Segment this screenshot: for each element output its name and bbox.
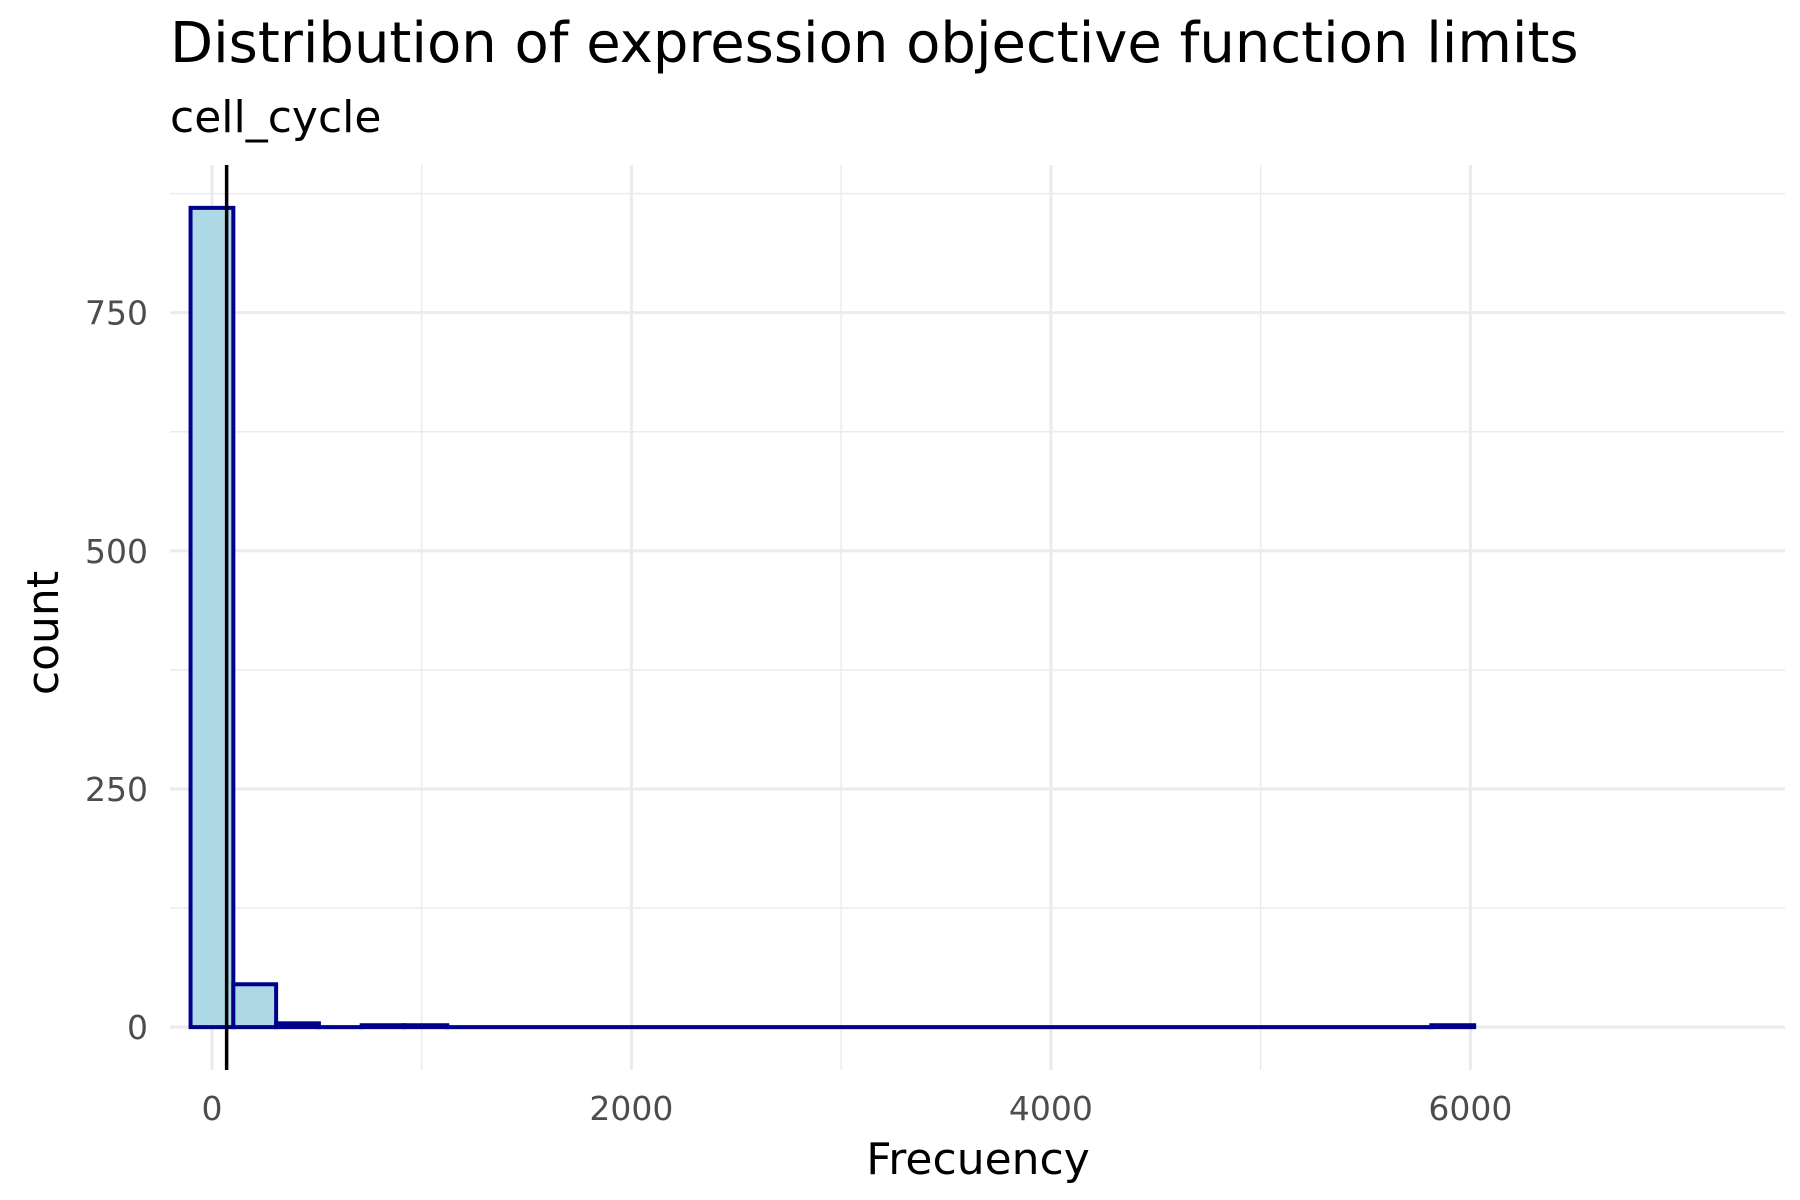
histogram-bar: [231, 982, 279, 1030]
histogram-bar: [1429, 1023, 1477, 1030]
y-tick-label: 750: [85, 294, 148, 333]
chart-title: Distribution of expression objective fun…: [170, 11, 1579, 76]
y-tick-label: 0: [127, 1008, 148, 1047]
tick-labels: 0 2000 4000 6000 0 250 500 750: [85, 294, 1512, 1128]
x-tick-label: 2000: [589, 1089, 673, 1128]
x-tick-label: 4000: [1009, 1089, 1093, 1128]
chart-subtitle: cell_cycle: [170, 92, 381, 143]
y-axis-title: count: [18, 571, 69, 695]
x-axis-title: Frecuency: [866, 1134, 1090, 1185]
histogram-bars: [188, 205, 1477, 1030]
x-tick-label: 0: [201, 1089, 222, 1128]
x-tick-label: 6000: [1428, 1089, 1512, 1128]
y-tick-label: 500: [85, 532, 148, 571]
histogram-bar: [402, 1023, 450, 1030]
y-tick-label: 250: [85, 770, 148, 809]
grid-lines: [170, 165, 1785, 1070]
histogram-bar: [274, 1021, 321, 1030]
histogram-bar: [359, 1023, 407, 1030]
